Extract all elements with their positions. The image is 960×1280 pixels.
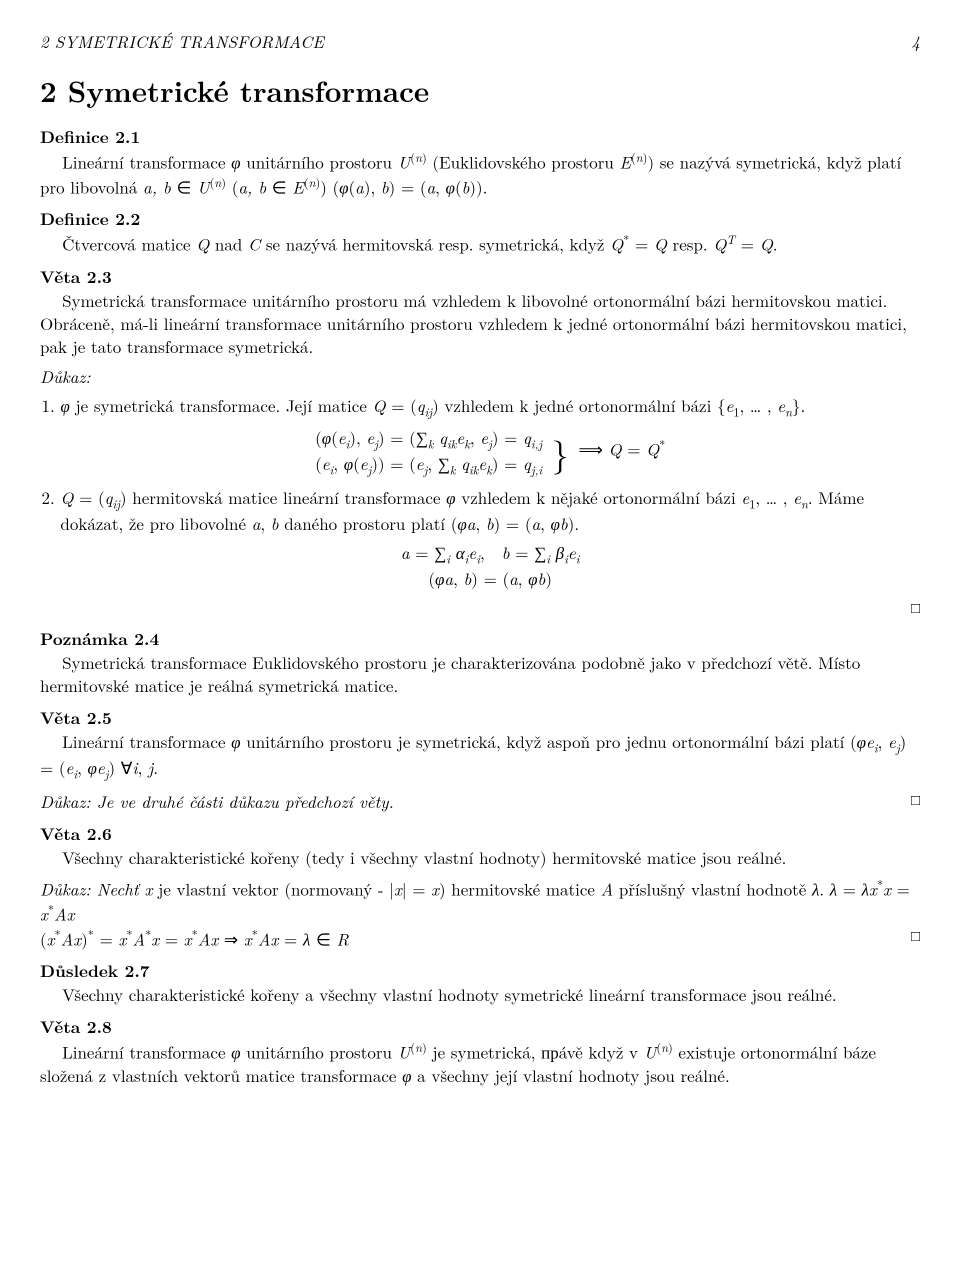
- theorem-2-3-body: Symetrická transformace unitárního prost…: [40, 289, 920, 358]
- theorem-2-6: Věta 2.6 Všechny charakteristické kořeny…: [40, 823, 920, 869]
- header-page-number: 4: [911, 30, 920, 53]
- theorem-2-5: Věta 2.5 Lineární transformace φ unitárn…: [40, 707, 920, 782]
- theorem-2-6-head: Věta 2.6: [40, 823, 920, 846]
- proof-eq-1: (φ(ei), ej) = (∑k qikek, ej) = qi,j (ei,…: [60, 426, 920, 478]
- qed-icon: □: [911, 790, 920, 810]
- page-header: 2 SYMETRICKÉ TRANSFORMACE 4: [40, 30, 920, 53]
- proof-2-6: Důkaz: Nechť x je vlastní vektor (normov…: [40, 876, 920, 950]
- theorem-2-3-head: Věta 2.3: [40, 266, 920, 289]
- proof-list: φ je symetrická transformace. Její matic…: [60, 394, 920, 589]
- proof-2-3: Důkaz: φ je symetrická transformace. Jej…: [40, 365, 920, 618]
- remark-2-4-head: Poznámka 2.4: [40, 628, 920, 651]
- definition-2-1-head: Definice 2.1: [40, 126, 920, 149]
- theorem-2-5-head: Věta 2.5: [40, 707, 920, 730]
- definition-2-1: Definice 2.1 Lineární transformace φ uni…: [40, 126, 920, 198]
- theorem-2-8-head: Věta 2.8: [40, 1016, 920, 1039]
- proof-2-5: Důkaz: Je ve druhé části důkazu předchoz…: [40, 790, 920, 813]
- theorem-2-8-body: Lineární transformace φ unitárního prost…: [40, 1039, 920, 1087]
- proof-eq-2: a = ∑i αiei, b = ∑i βiei (φa, b) = (a, φ…: [60, 541, 920, 590]
- proof-item-1: φ je symetrická transformace. Její matic…: [60, 394, 920, 478]
- theorem-2-3: Věta 2.3 Symetrická transformace unitárn…: [40, 266, 920, 358]
- definition-2-2: Definice 2.2 Čtvercová matice Q nad C se…: [40, 208, 920, 256]
- corollary-2-7-head: Důsledek 2.7: [40, 960, 920, 983]
- corollary-2-7: Důsledek 2.7 Všechny charakteristické ko…: [40, 960, 920, 1006]
- corollary-2-7-body: Všechny charakteristické kořeny a všechn…: [40, 983, 920, 1006]
- remark-2-4-body: Symetrická transformace Euklidovského pr…: [40, 651, 920, 697]
- qed-icon: □: [911, 926, 920, 946]
- proof-item-2: Q = (qij) hermitovská matice lineární tr…: [60, 486, 920, 590]
- theorem-2-6-body: Všechny charakteristické kořeny (tedy i …: [40, 846, 920, 869]
- proof-label: Důkaz:: [40, 365, 920, 388]
- theorem-2-5-body: Lineární transformace φ unitárního prost…: [40, 730, 920, 782]
- remark-2-4: Poznámka 2.4 Symetrická transformace Euk…: [40, 628, 920, 697]
- definition-2-1-body: Lineární transformace φ unitárního prost…: [40, 149, 920, 198]
- definition-2-2-head: Definice 2.2: [40, 208, 920, 231]
- section-title: 2 Symetrické transformace: [40, 71, 920, 110]
- header-left: 2 SYMETRICKÉ TRANSFORMACE: [40, 30, 324, 53]
- qed-icon: □: [911, 598, 920, 618]
- definition-2-2-body: Čtvercová matice Q nad C se nazývá hermi…: [40, 231, 920, 256]
- theorem-2-8: Věta 2.8 Lineární transformace φ unitárn…: [40, 1016, 920, 1086]
